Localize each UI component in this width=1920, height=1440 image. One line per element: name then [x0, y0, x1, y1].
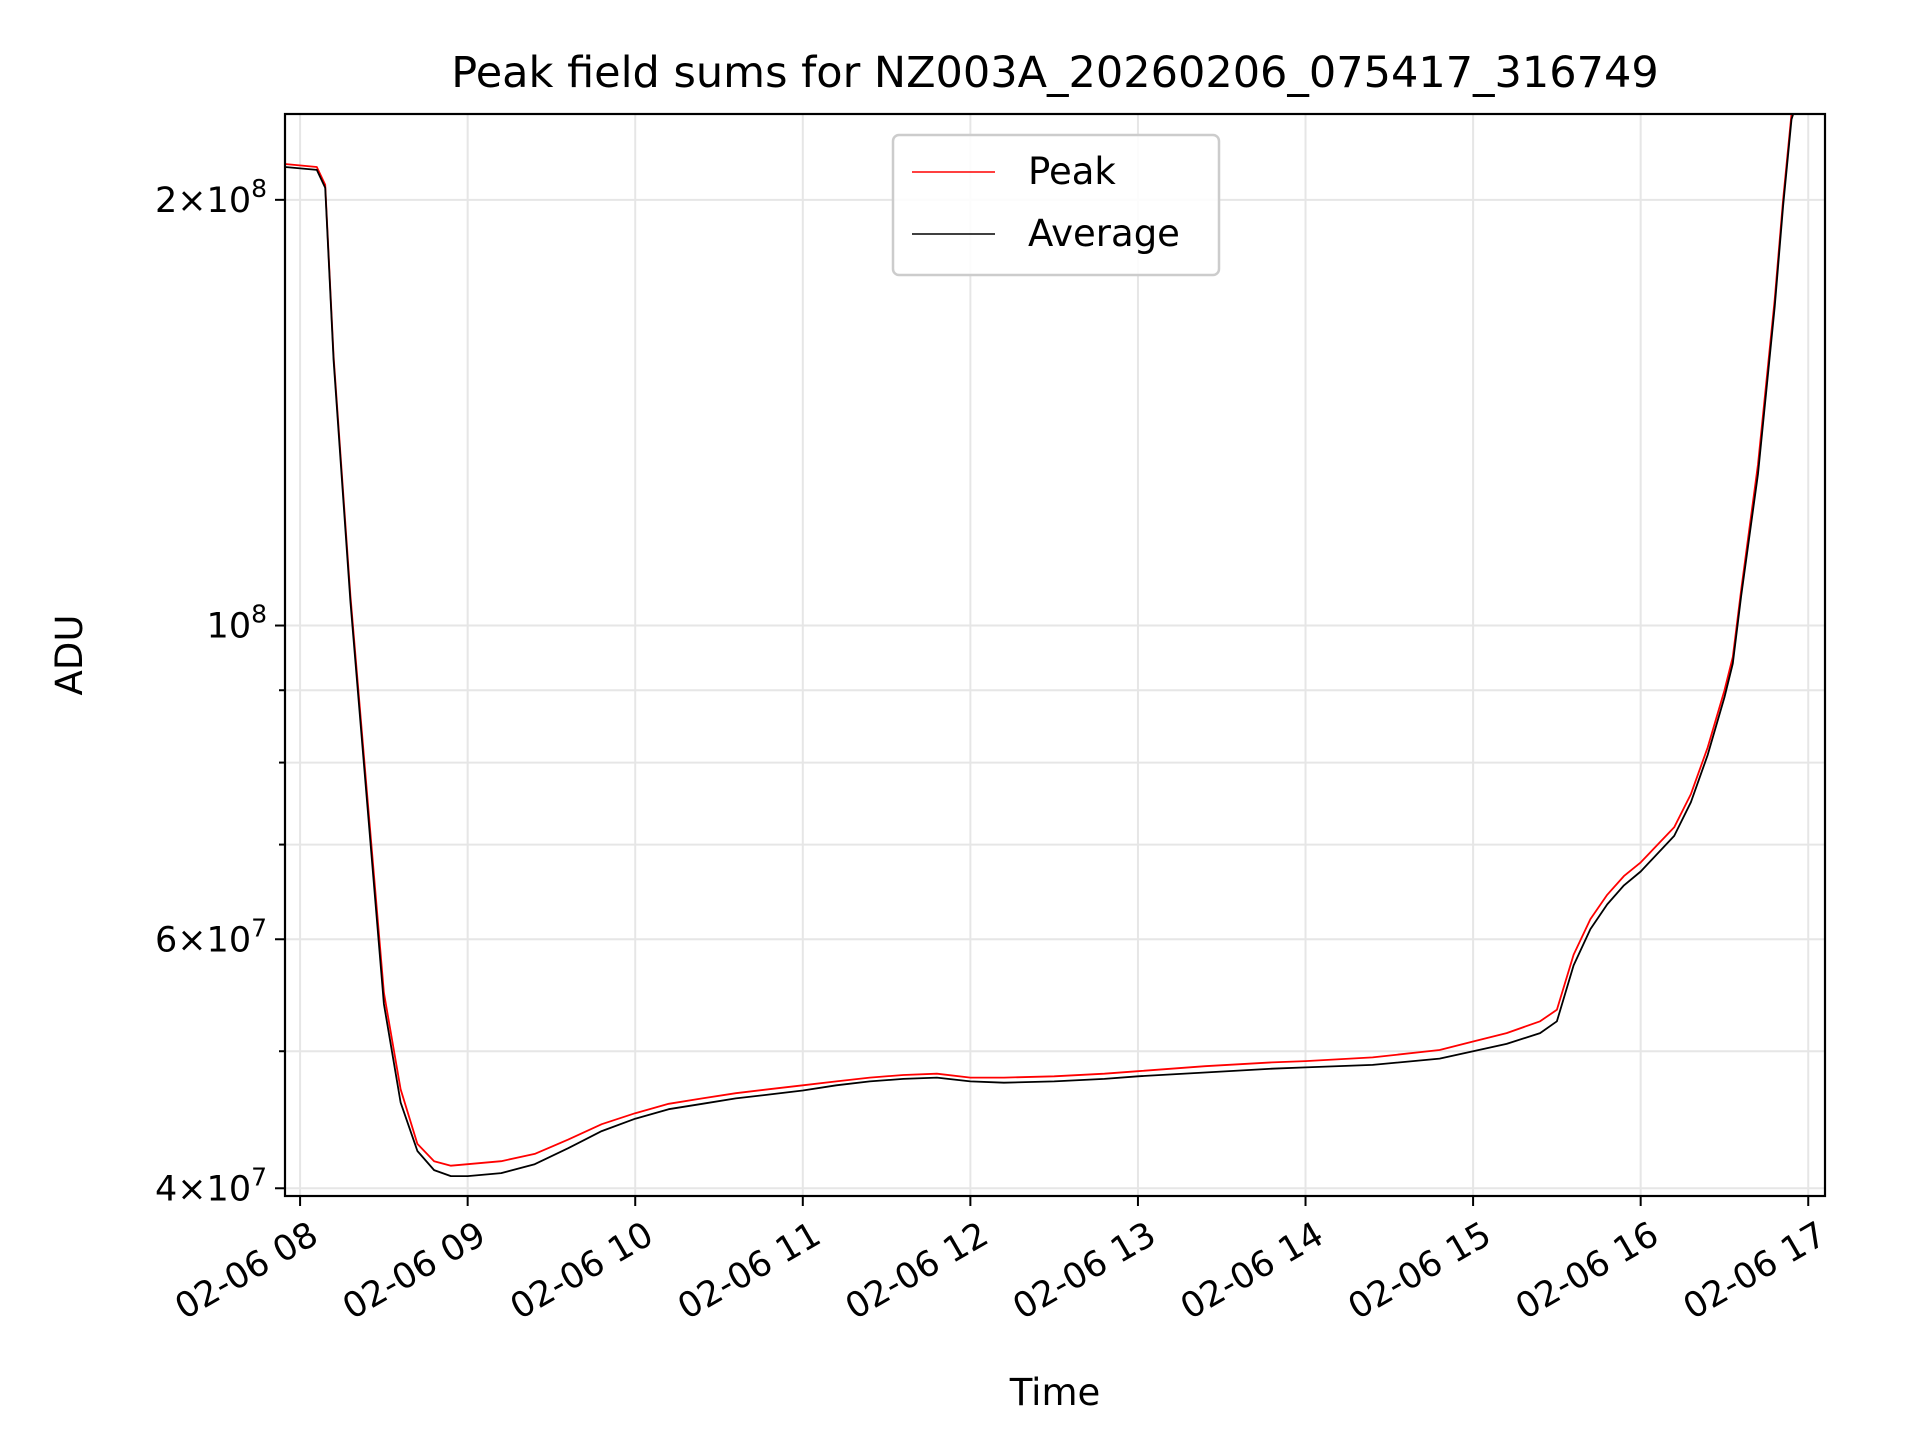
y-tick-label: 2×108: [155, 174, 267, 221]
x-tick-label: 02-06 09: [336, 1215, 492, 1328]
x-tick-label: 02-06 17: [1677, 1215, 1833, 1328]
legend: Peak Average: [891, 133, 1221, 277]
legend-average-label: Average: [1028, 212, 1180, 255]
series-line-peak: [285, 114, 1793, 1167]
x-tick-label: 02-06 12: [839, 1215, 995, 1328]
x-tick-label: 02-06 16: [1509, 1215, 1665, 1328]
plot-series: [285, 114, 1795, 1177]
x-tick-label: 02-06 10: [504, 1215, 660, 1328]
x-tick-label: 02-06 13: [1007, 1215, 1163, 1328]
plot-frame: [283, 112, 1827, 1198]
x-tick-label: 02-06 08: [169, 1215, 325, 1328]
y-tick-label: 108: [207, 600, 267, 647]
axis-ticks: 02-06 08 02-06 09 02-06 10 02-06 11 02-06 12…: [155, 174, 1833, 1328]
y-tick-label: 4×107: [155, 1162, 267, 1209]
y-axis-label: ADU: [48, 615, 91, 696]
x-tick-label: 02-06 14: [1174, 1215, 1330, 1328]
legend-peak-label: Peak: [1028, 150, 1116, 193]
y-tick-label: 6×107: [155, 913, 267, 960]
legend-box: [891, 133, 1221, 277]
grid-lines: [285, 114, 1825, 1196]
x-tick-label: 02-06 15: [1342, 1215, 1498, 1328]
series-line-average: [285, 114, 1795, 1177]
x-axis-label: Time: [1009, 1371, 1101, 1414]
x-tick-label: 02-06 11: [671, 1215, 827, 1328]
chart-title: Peak field sums for NZ003A_20260206_0754…: [451, 48, 1658, 98]
